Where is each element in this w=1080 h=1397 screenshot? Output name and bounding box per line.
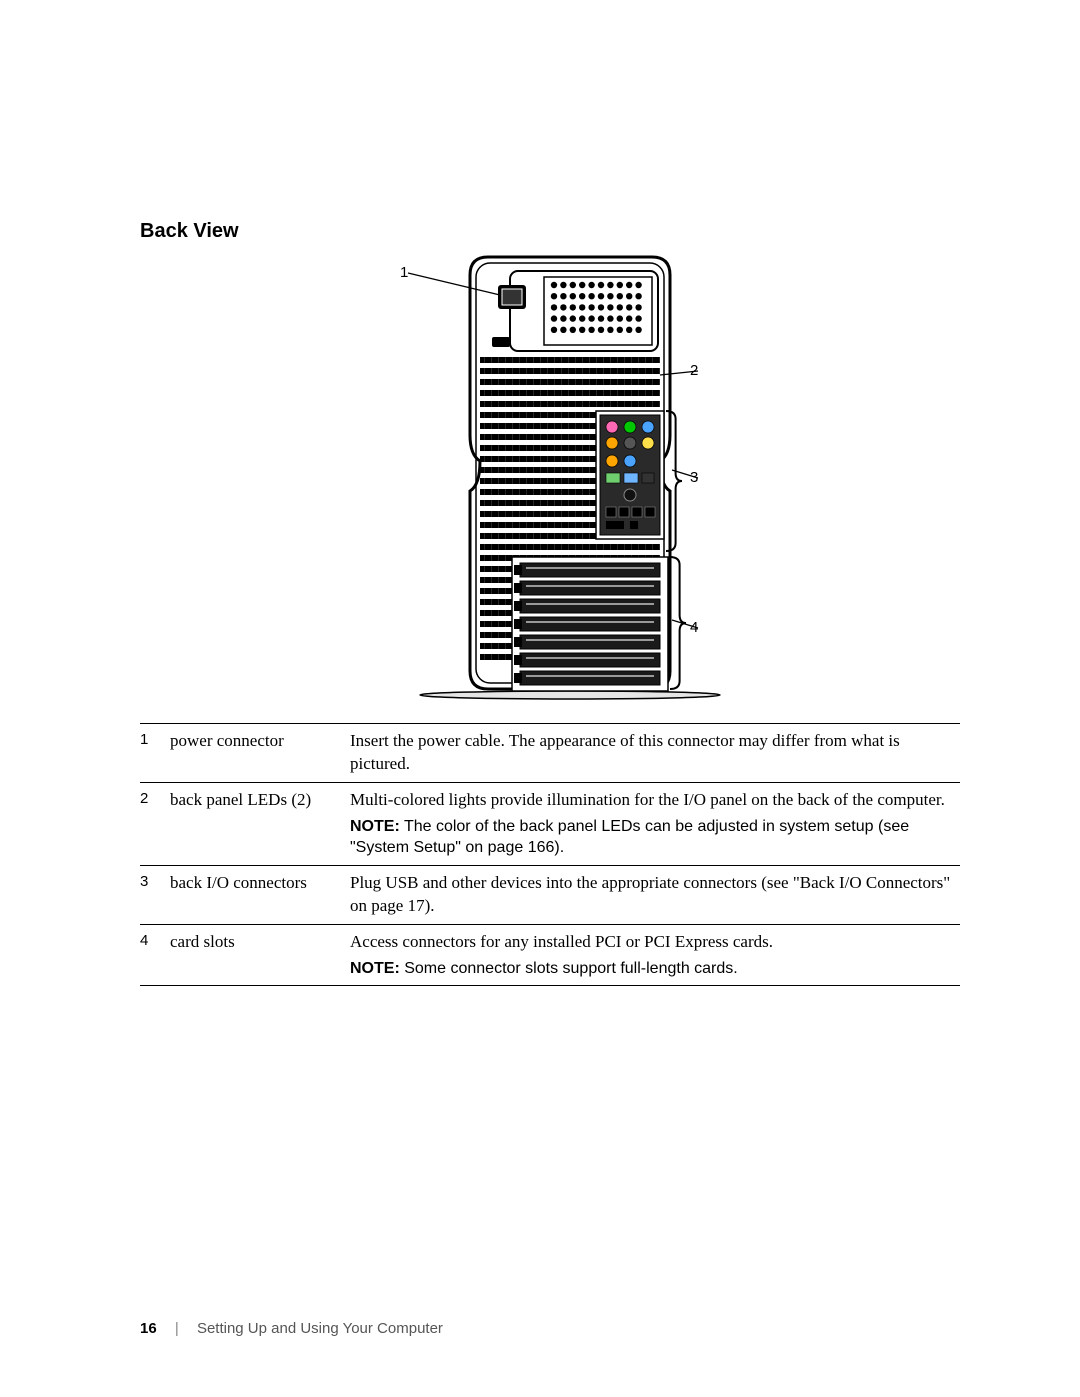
page-footer: 16 | Setting Up and Using Your Computer: [140, 1320, 443, 1337]
table-row: 3back I/O connectorsPlug USB and other d…: [140, 866, 960, 925]
computer-back-svg: 1 2 3 4: [360, 255, 740, 705]
legend-table: 1power connectorInsert the power cable. …: [140, 723, 960, 986]
diagram-container: 1 2 3 4: [140, 255, 960, 705]
footer-separator: |: [175, 1320, 179, 1337]
legend-term: card slots: [170, 924, 350, 986]
legend-term: power connector: [170, 724, 350, 783]
legend-description: Access connectors for any installed PCI …: [350, 924, 960, 986]
legend-description: Insert the power cable. The appearance o…: [350, 724, 960, 783]
page-number: 16: [140, 1320, 157, 1337]
svg-text:4: 4: [690, 619, 698, 636]
legend-term: back I/O connectors: [170, 866, 350, 925]
table-row: 4card slotsAccess connectors for any ins…: [140, 924, 960, 986]
legend-number: 2: [140, 782, 170, 865]
chapter-title: Setting Up and Using Your Computer: [197, 1320, 443, 1337]
legend-number: 1: [140, 724, 170, 783]
legend-description: Multi-colored lights provide illuminatio…: [350, 782, 960, 865]
svg-text:3: 3: [690, 469, 698, 486]
legend-number: 3: [140, 866, 170, 925]
document-page: Back View 1234 1power connectorInsert th…: [0, 0, 1080, 1397]
legend-description: Plug USB and other devices into the appr…: [350, 866, 960, 925]
table-row: 2back panel LEDs (2)Multi-colored lights…: [140, 782, 960, 865]
back-view-diagram: 1 2 3 4: [360, 255, 740, 705]
legend-term: back panel LEDs (2): [170, 782, 350, 865]
legend-number: 4: [140, 924, 170, 986]
section-heading: Back View: [140, 220, 960, 243]
svg-text:1: 1: [400, 264, 408, 281]
table-row: 1power connectorInsert the power cable. …: [140, 724, 960, 783]
svg-text:2: 2: [690, 362, 698, 379]
